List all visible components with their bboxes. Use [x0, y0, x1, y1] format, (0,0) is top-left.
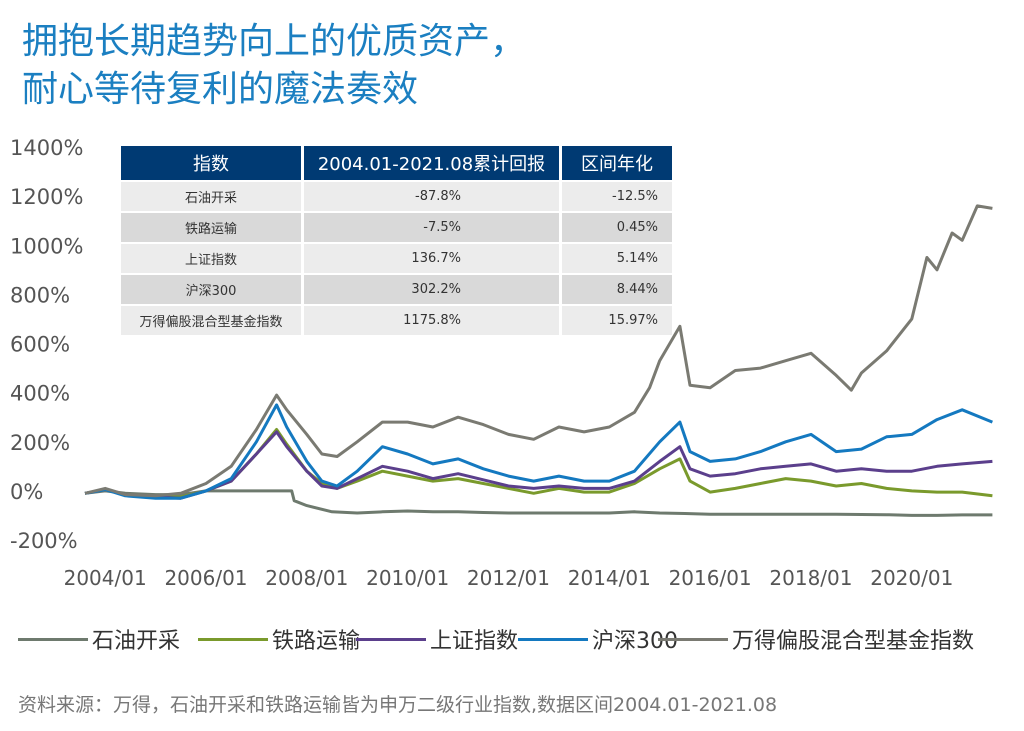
legend-swatch — [198, 637, 268, 641]
row-cumulative: 1175.8% — [304, 306, 559, 335]
y-tick-label: 800% — [10, 283, 70, 307]
x-tick-label: 2014/01 — [568, 566, 651, 590]
y-tick-label: -200% — [10, 529, 78, 553]
x-tick-label: 2016/01 — [669, 566, 752, 590]
row-name: 沪深300 — [121, 275, 301, 304]
legend-swatch — [658, 637, 728, 641]
row-cumulative: -87.8% — [304, 182, 559, 211]
table-row: 铁路运输 -7.5% 0.45% — [121, 213, 672, 242]
legend-item: 沪深300 — [518, 622, 678, 656]
series-line-0 — [84, 489, 993, 517]
series-line-4 — [84, 204, 993, 498]
row-name: 铁路运输 — [121, 213, 301, 242]
row-name: 上证指数 — [121, 244, 301, 273]
legend-item: 铁路运输 — [198, 622, 360, 656]
y-tick-label: 1200% — [10, 185, 83, 209]
series-line-3 — [84, 403, 993, 500]
returns-table: 指数 2004.01-2021.08累计回报 区间年化 石油开采 -87.8% … — [118, 144, 675, 337]
y-tick-label: 400% — [10, 382, 70, 406]
row-annualized: -12.5% — [562, 182, 672, 211]
x-tick-label: 2008/01 — [265, 566, 348, 590]
header-annualized: 区间年化 — [562, 146, 672, 180]
row-annualized: 8.44% — [562, 275, 672, 304]
source-note: 资料来源：万得，石油开采和铁路运输皆为申万二级行业指数,数据区间2004.01-… — [18, 694, 778, 716]
legend-label: 万得偏股混合型基金指数 — [732, 629, 975, 654]
table-row: 石油开采 -87.8% -12.5% — [121, 182, 672, 211]
x-tick-label: 2018/01 — [769, 566, 852, 590]
table-row: 上证指数 136.7% 5.14% — [121, 244, 672, 273]
x-tick-label: 2006/01 — [164, 566, 247, 590]
x-tick-label: 2004/01 — [64, 566, 147, 590]
y-tick-label: 0% — [10, 480, 43, 504]
header-cumulative: 2004.01-2021.08累计回报 — [304, 146, 559, 180]
legend-swatch — [18, 637, 88, 641]
row-cumulative: 302.2% — [304, 275, 559, 304]
legend-swatch — [356, 637, 426, 641]
table-header-row: 指数 2004.01-2021.08累计回报 区间年化 — [121, 146, 672, 180]
y-tick-label: 1400% — [10, 136, 83, 160]
table-row: 万得偏股混合型基金指数 1175.8% 15.97% — [121, 306, 672, 335]
legend-label: 上证指数 — [430, 629, 519, 654]
x-tick-label: 2010/01 — [366, 566, 449, 590]
y-tick-label: 600% — [10, 333, 70, 357]
y-tick-label: 1000% — [10, 234, 83, 258]
x-tick-label: 2020/01 — [870, 566, 953, 590]
table-row: 沪深300 302.2% 8.44% — [121, 275, 672, 304]
legend-item: 万得偏股混合型基金指数 — [658, 622, 974, 656]
x-tick-label: 2012/01 — [467, 566, 550, 590]
row-cumulative: -7.5% — [304, 213, 559, 242]
y-tick-label: 200% — [10, 431, 70, 455]
row-annualized: 0.45% — [562, 213, 672, 242]
row-name: 石油开采 — [121, 182, 301, 211]
title-line-2: 耐心等待复利的魔法奏效 — [22, 69, 419, 110]
legend-label: 石油开采 — [92, 629, 181, 654]
legend-item: 上证指数 — [356, 622, 518, 656]
row-annualized: 5.14% — [562, 244, 672, 273]
legend-swatch — [518, 637, 588, 641]
legend-label: 沪深300 — [592, 629, 678, 654]
legend-label: 铁路运输 — [272, 629, 361, 654]
title-line-1: 拥抱长期趋势向上的优质资产， — [22, 21, 527, 62]
legend-item: 石油开采 — [18, 622, 180, 656]
chart-legend: 石油开采 铁路运输 上证指数 沪深300 万得偏股混合型基金指数 — [18, 622, 1018, 656]
chart-title: 拥抱长期趋势向上的优质资产， 耐心等待复利的魔法奏效 — [22, 18, 722, 114]
series-line-2 — [84, 430, 993, 500]
row-annualized: 15.97% — [562, 306, 672, 335]
header-index: 指数 — [121, 146, 301, 180]
row-name: 万得偏股混合型基金指数 — [121, 306, 301, 335]
row-cumulative: 136.7% — [304, 244, 559, 273]
